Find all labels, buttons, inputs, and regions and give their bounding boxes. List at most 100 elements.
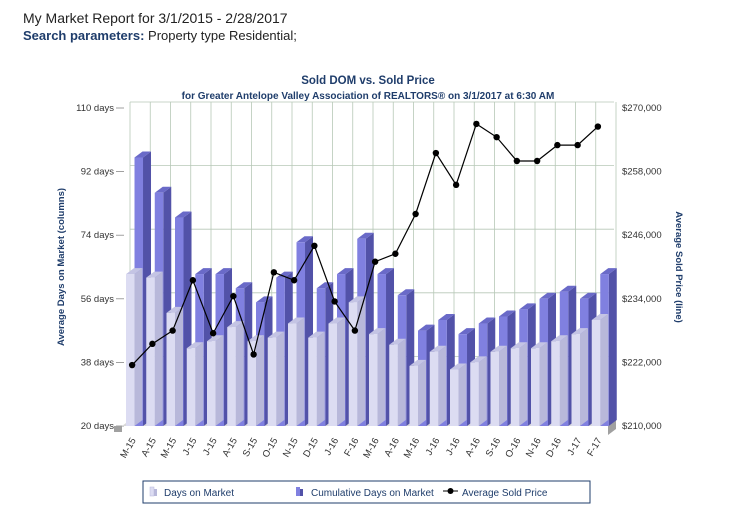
x-axis-category-label: M-16 — [361, 436, 381, 460]
cumulative-days-bar-top — [418, 324, 435, 331]
days-on-market-bar-side — [600, 314, 609, 426]
days-on-market-bar-top — [227, 321, 244, 328]
days-on-market-bar-side — [519, 342, 528, 426]
search-parameters-value: Property type Residential; — [148, 28, 297, 43]
x-axis-category-label: D-16 — [544, 436, 564, 459]
days-on-market-bar-side — [478, 356, 487, 426]
cumulative-days-bar-top — [316, 282, 334, 289]
legend-item-average-sold-price: Average Sold Price — [443, 488, 548, 499]
cumulative-days-bar-top — [175, 211, 192, 218]
left-axis-tick-label: 92 days — [81, 167, 115, 178]
x-axis-category-label: N-15 — [281, 436, 301, 459]
days-on-market-bar-top — [288, 317, 305, 324]
days-on-market-bar-top — [247, 335, 265, 342]
average-sold-price-point — [230, 292, 237, 300]
legend-item-cumulative-days: Cumulative Days on Market — [296, 487, 434, 499]
days-on-market-bar-side — [539, 342, 548, 426]
days-on-market-bar-top — [409, 359, 427, 366]
right-axis-tick-label: $234,000 — [622, 294, 662, 305]
average-sold-price-point — [574, 141, 581, 149]
legend-swatch-cumulative-days-side — [300, 489, 303, 496]
days-on-market-bar — [126, 274, 135, 426]
cumulative-days-bar-top — [276, 271, 293, 278]
x-axis-category-label: O-15 — [260, 436, 280, 460]
cumulative-days-bar-top — [195, 268, 212, 275]
x-axis-category-label: F-16 — [342, 436, 361, 458]
left-axis-tick-label: 74 days — [81, 230, 115, 241]
days-on-market-bar-side — [377, 328, 386, 426]
cumulative-days-bar-top — [580, 292, 597, 299]
cumulative-days-bar-top — [235, 282, 253, 289]
x-axis-category-label: J-16 — [444, 436, 463, 458]
days-on-market-bar — [591, 320, 601, 426]
chart-legend: Days on Market Cumulative Days on Market… — [142, 480, 591, 504]
days-on-market-bar-top — [450, 363, 467, 370]
days-on-market-bar-side — [418, 359, 427, 426]
days-on-market-bar-side — [296, 317, 305, 426]
average-sold-price-point — [290, 277, 298, 284]
days-on-market-bar-side — [397, 338, 406, 426]
days-on-market-bar-side — [316, 331, 325, 426]
x-axis-category-label: D-15 — [301, 436, 321, 459]
x-axis-category-label: S-15 — [241, 436, 261, 459]
x-axis-category-label: M-16 — [402, 436, 422, 460]
cumulative-days-bar-top — [296, 236, 314, 243]
days-on-market-bar-top — [186, 342, 204, 349]
x-axis-category-label: J-15 — [201, 436, 220, 458]
days-on-market-bar-top — [146, 271, 163, 278]
left-axis-title: Average Days on Market (columns) — [56, 188, 67, 346]
cumulative-days-bar-top — [539, 292, 557, 299]
days-on-market-bar-side — [559, 335, 568, 426]
cumulative-days-bar-top — [600, 268, 617, 275]
days-on-market-bar-top — [510, 342, 528, 349]
average-sold-price-point — [128, 361, 136, 369]
cumulative-days-bar-top — [215, 268, 233, 275]
days-on-market-bar-top — [429, 345, 447, 352]
days-on-market-bar-top — [470, 356, 487, 363]
x-axis-category-label: A-16 — [463, 436, 483, 459]
cumulative-days-bar-top — [499, 310, 516, 317]
x-axis-category-label: N-16 — [524, 436, 544, 459]
legend-label-days-on-market: Days on Market — [164, 488, 234, 499]
days-on-market-bar — [389, 344, 398, 426]
days-on-market-bar-side — [337, 317, 346, 426]
average-sold-price-point — [493, 133, 500, 141]
days-on-market-bar-side — [580, 328, 589, 426]
right-axis-tick-label: $258,000 — [622, 167, 662, 178]
days-on-market-bar — [207, 341, 216, 426]
legend-label-average-sold-price: Average Sold Price — [462, 488, 548, 499]
left-axis-tick-label: 38 days — [81, 357, 115, 368]
cumulative-days-bar-top — [377, 268, 395, 275]
cumulative-days-bar-top — [438, 314, 455, 320]
cumulative-days-bar-top — [134, 151, 152, 158]
days-on-market-bar-top — [389, 338, 406, 345]
search-parameters: Search parameters: Property type Residen… — [23, 28, 297, 43]
average-sold-price-point — [189, 277, 197, 284]
average-sold-price-point — [594, 123, 602, 130]
x-axis-category-label: S-16 — [484, 436, 504, 459]
days-on-market-bar — [551, 341, 560, 426]
days-on-market-bar — [288, 323, 297, 426]
days-on-market-bar-top — [207, 335, 224, 342]
right-axis-tick-label: $222,000 — [622, 357, 662, 368]
days-on-market-bar-top — [308, 331, 325, 338]
days-on-market-bar — [490, 351, 500, 426]
days-on-market-bar — [186, 348, 196, 426]
x-axis-category-label: J-16 — [424, 436, 443, 458]
search-parameters-label: Search parameters: — [23, 28, 145, 43]
days-on-market-bar — [166, 312, 176, 426]
days-on-market-bar — [450, 369, 459, 426]
days-on-market-bar-top — [369, 328, 386, 335]
days-on-market-bar — [308, 337, 317, 426]
cumulative-days-bar-top — [397, 289, 415, 296]
cumulative-days-bar-top — [154, 186, 172, 193]
days-on-market-bar-side — [276, 331, 285, 426]
average-sold-price-point — [452, 181, 460, 189]
x-axis-category-label: A-15 — [139, 436, 159, 459]
x-axis-category-label: J-15 — [181, 436, 200, 458]
average-sold-price-point — [311, 242, 318, 249]
days-on-market-bar-side — [235, 321, 244, 426]
days-on-market-bar — [409, 365, 419, 426]
days-on-market-bar — [247, 341, 257, 426]
